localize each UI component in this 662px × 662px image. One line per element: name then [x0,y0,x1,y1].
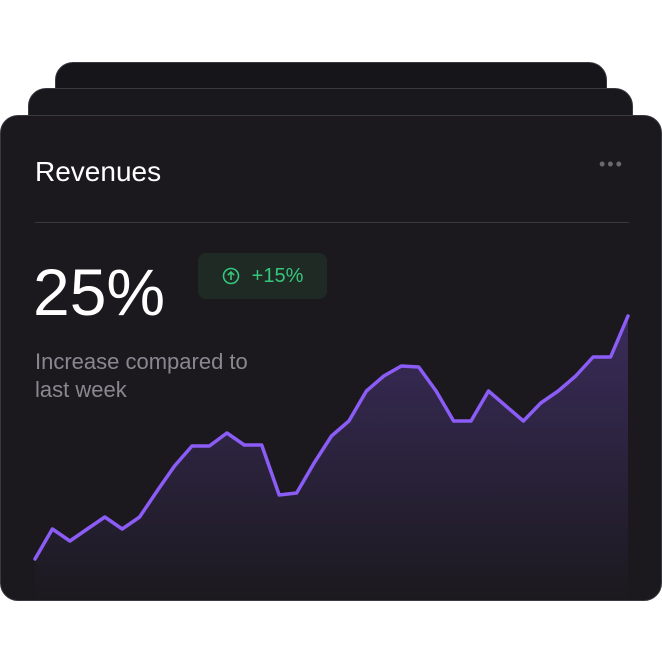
chart [33,314,630,600]
area-fill [35,316,628,600]
card-title: Revenues [35,156,162,187]
divider [35,222,629,223]
change-value: +15% [251,264,304,287]
up-icon [222,267,239,285]
change-badge: +15% [198,253,327,299]
headline-value: 25% [33,255,166,329]
revenue-line [33,314,630,561]
revenue-card: Revenues ••• 25% +15% Increase compared … [0,115,662,601]
more-menu[interactable]: ••• [599,154,624,174]
caption: Increase compared to last week [35,349,248,402]
